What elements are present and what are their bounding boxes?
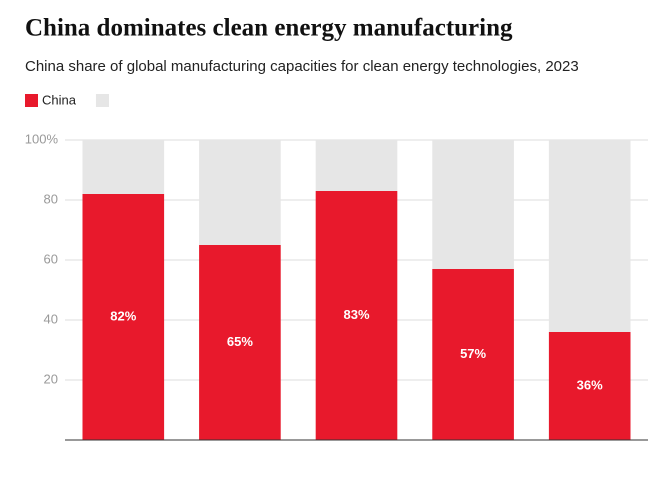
- bar-segment: [82, 194, 165, 440]
- chart-subtitle: China share of global manufacturing capa…: [25, 58, 579, 75]
- legend-swatch: [25, 94, 38, 107]
- bar-segment: [315, 191, 398, 440]
- bar-segment: [199, 140, 281, 245]
- y-tick-label: 40: [44, 311, 58, 326]
- bar-segment: [82, 140, 165, 194]
- value-label: 36%: [577, 377, 603, 392]
- bar-segment: [199, 245, 281, 440]
- chart-title: China dominates clean energy manufacturi…: [25, 15, 513, 42]
- bar-segment: [432, 269, 514, 440]
- y-tick-label: 20: [44, 371, 58, 386]
- legend-label: China: [42, 92, 77, 107]
- value-label: 57%: [460, 346, 486, 361]
- y-tick-label: 80: [44, 191, 58, 206]
- legend-swatch: [95, 94, 109, 107]
- bar-segment: [548, 332, 631, 440]
- y-tick-label: 60: [44, 251, 58, 266]
- bar-segment: [548, 140, 631, 332]
- bar-segment: [432, 140, 514, 269]
- bar-segment: [315, 140, 398, 191]
- y-tick-label: 100%: [25, 131, 59, 146]
- value-label: 65%: [227, 334, 253, 349]
- value-label: 83%: [343, 307, 369, 322]
- value-label: 82%: [110, 308, 136, 323]
